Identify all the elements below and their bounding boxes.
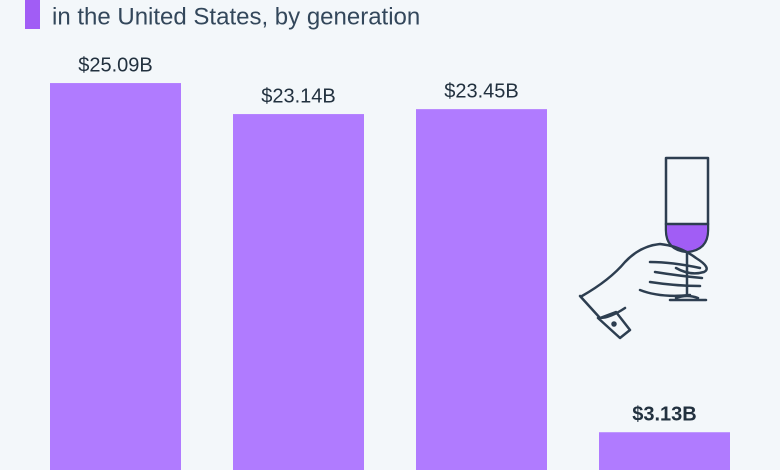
bar <box>599 432 730 470</box>
bar <box>50 83 181 470</box>
wine-icon <box>578 156 710 340</box>
bar <box>416 109 547 470</box>
bar <box>233 114 364 470</box>
value-label: $23.14B <box>261 85 336 107</box>
title-marker <box>25 0 40 29</box>
value-label: $25.09B <box>78 54 153 76</box>
value-label: $23.45B <box>444 80 519 102</box>
value-label: $3.13B <box>632 404 697 426</box>
chart-subtitle: in the United States, by generation <box>52 3 420 30</box>
